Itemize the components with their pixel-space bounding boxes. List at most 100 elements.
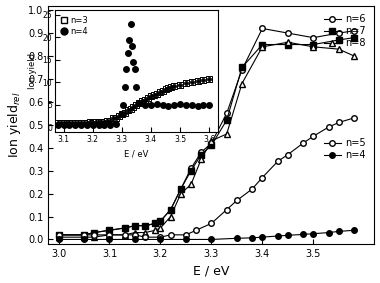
n=8 — [337, 48, 341, 51]
n=8 — [133, 231, 137, 234]
n=4 — [133, 238, 137, 241]
n=5 — [234, 199, 239, 202]
n=5 — [158, 235, 163, 239]
n=5 — [352, 116, 356, 120]
n=4 — [234, 237, 239, 240]
n=7 — [133, 224, 137, 227]
n=6 — [143, 224, 147, 227]
n=8 — [189, 183, 193, 186]
n=7 — [107, 229, 112, 232]
n=4 — [326, 231, 331, 234]
n=5 — [260, 176, 264, 179]
n=7 — [225, 119, 229, 122]
Line: n=7: n=7 — [56, 35, 357, 238]
n=5 — [285, 153, 290, 156]
n=5 — [337, 121, 341, 124]
n=5 — [276, 160, 280, 163]
n=4 — [276, 234, 280, 238]
n=7 — [92, 231, 97, 234]
n=8 — [82, 235, 86, 239]
n=5 — [168, 233, 173, 237]
n=7 — [153, 222, 158, 225]
n=7 — [199, 153, 203, 156]
n=5 — [143, 235, 147, 239]
n=4 — [107, 238, 112, 241]
n=5 — [311, 134, 315, 138]
n=7 — [337, 38, 341, 42]
n=6 — [352, 29, 356, 33]
n=6 — [209, 142, 214, 145]
n=4 — [56, 238, 61, 241]
n=4 — [158, 238, 163, 241]
n=4 — [311, 232, 315, 235]
Line: n=4: n=4 — [56, 228, 357, 242]
n=6 — [179, 187, 183, 191]
n=6 — [56, 233, 61, 237]
n=8 — [225, 132, 229, 136]
n=8 — [158, 226, 163, 230]
n=8 — [260, 45, 264, 48]
n=6 — [133, 224, 137, 227]
n=5 — [225, 208, 229, 211]
n=6 — [82, 233, 86, 237]
n=7 — [240, 66, 244, 69]
n=6 — [158, 219, 163, 223]
n=6 — [153, 222, 158, 225]
n=7 — [168, 208, 173, 211]
n=5 — [56, 233, 61, 237]
n=8 — [153, 229, 158, 232]
n=7 — [260, 43, 264, 46]
n=6 — [199, 151, 203, 154]
n=8 — [199, 157, 203, 161]
n=5 — [194, 229, 198, 232]
Line: n=6: n=6 — [56, 26, 357, 238]
n=6 — [168, 208, 173, 211]
n=8 — [143, 231, 147, 234]
n=5 — [82, 233, 86, 237]
X-axis label: E / eV: E / eV — [193, 264, 230, 277]
n=4 — [250, 236, 255, 239]
Line: n=8: n=8 — [56, 39, 357, 240]
Y-axis label: Ion yield$_{rel}$: Ion yield$_{rel}$ — [6, 91, 22, 158]
n=7 — [285, 43, 290, 46]
n=4 — [337, 230, 341, 233]
n=4 — [352, 229, 356, 232]
n=5 — [122, 233, 127, 237]
n=8 — [240, 82, 244, 85]
n=8 — [311, 45, 315, 48]
n=8 — [168, 215, 173, 218]
n=7 — [82, 233, 86, 237]
n=6 — [92, 231, 97, 234]
n=7 — [209, 144, 214, 147]
n=4 — [82, 238, 86, 241]
n=5 — [301, 142, 306, 145]
n=6 — [260, 27, 264, 30]
n=6 — [311, 36, 315, 39]
n=5 — [92, 233, 97, 237]
n=5 — [250, 187, 255, 191]
n=6 — [225, 112, 229, 115]
n=5 — [107, 233, 112, 237]
n=8 — [56, 235, 61, 239]
Legend: n=5, n=4: n=5, n=4 — [320, 134, 370, 164]
n=6 — [107, 229, 112, 232]
n=6 — [285, 31, 290, 35]
n=7 — [158, 219, 163, 223]
n=8 — [107, 233, 112, 237]
n=8 — [122, 233, 127, 237]
n=7 — [179, 187, 183, 191]
n=5 — [184, 233, 188, 237]
n=8 — [92, 235, 97, 239]
n=5 — [133, 233, 137, 237]
n=7 — [56, 233, 61, 237]
n=8 — [285, 40, 290, 44]
n=6 — [240, 68, 244, 72]
n=5 — [209, 222, 214, 225]
n=7 — [311, 43, 315, 46]
n=8 — [352, 54, 356, 58]
n=6 — [337, 31, 341, 35]
n=7 — [122, 226, 127, 230]
n=8 — [209, 139, 214, 143]
n=8 — [179, 192, 183, 195]
n=7 — [352, 36, 356, 39]
